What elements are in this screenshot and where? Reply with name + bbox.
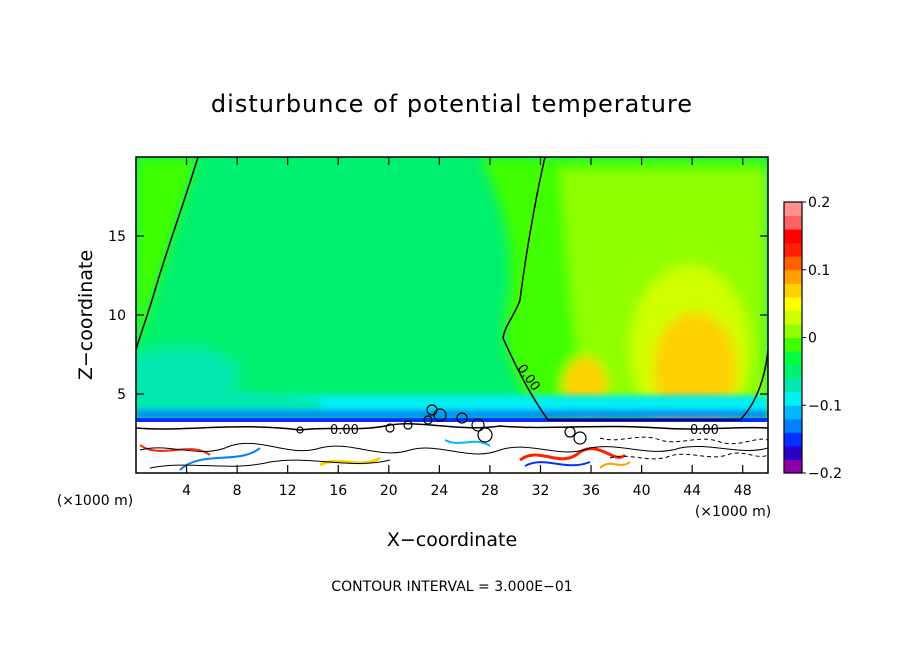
x-tick-label: 8 [233, 483, 242, 499]
colorbar-swatch [784, 229, 802, 244]
contour-label: 0.00 [330, 423, 359, 438]
colorbar-swatch [784, 310, 802, 325]
convective-cell [573, 431, 587, 445]
colorbar-swatch [784, 202, 802, 217]
colorbar-tick-label: 0.1 [808, 263, 830, 279]
noise-patch [519, 447, 627, 462]
cold-band [136, 410, 768, 418]
colorbar-swatch [784, 215, 802, 230]
x-unit-label-right: (×1000 m) [695, 504, 771, 520]
colorbar-swatch [784, 405, 802, 420]
plot-area: 0.00 0.00 0.00 [136, 157, 768, 473]
x-tick-label: 32 [532, 483, 550, 499]
colorbar-swatch [784, 445, 802, 460]
x-tick-label: 44 [683, 483, 701, 499]
x-tick-label: 40 [633, 483, 651, 499]
colorbar-swatch [784, 242, 802, 257]
colorbar-swatch [784, 432, 802, 447]
y-tick-label: 15 [108, 229, 126, 245]
zero-contour-right [502, 157, 768, 421]
convective-cell [456, 412, 468, 424]
contour-interval-footer: CONTOUR INTERVAL = 3.000E−01 [331, 579, 572, 595]
colorbar-tick-label: 0 [808, 331, 817, 347]
colorbar-swatch [784, 337, 802, 352]
noise-patch [319, 456, 381, 467]
zero-contour-left [136, 157, 199, 351]
cold-strip [136, 418, 768, 422]
colorbar-swatch [784, 256, 802, 271]
surface-contour [609, 452, 768, 460]
x-tick-label: 28 [481, 483, 499, 499]
noise-patch [444, 439, 491, 447]
x-tick-label: 12 [279, 483, 297, 499]
convective-cell [433, 408, 447, 422]
x-axis-ticks: 4 8 12 16 20 24 28 32 36 40 44 48 [182, 157, 752, 499]
y-tick-label: 10 [108, 308, 126, 324]
colorbar-tick-label: −0.2 [808, 466, 842, 482]
contour-label: 0.00 [690, 423, 719, 438]
chart-title: disturbunce of potential temperature [211, 90, 693, 118]
colorbar: 0.2 0.1 0 −0.1 −0.2 [783, 195, 842, 482]
colorbar-swatch [784, 364, 802, 379]
colorbar-swatch [784, 296, 802, 311]
near-surface-layer [136, 380, 768, 418]
convective-cell [564, 426, 576, 438]
convective-cell [471, 418, 485, 432]
colorbar-swatch [784, 459, 802, 474]
colorbar-swatch [784, 323, 802, 338]
convective-cell [423, 415, 433, 425]
surface-contour [136, 422, 768, 431]
colorbar-swatch [784, 283, 802, 298]
x-tick-label: 48 [734, 483, 752, 499]
x-axis-label: X−coordinate [387, 529, 517, 551]
cool-band-left [136, 380, 320, 412]
x-tick-label: 20 [380, 483, 398, 499]
x-tick-label: 36 [582, 483, 600, 499]
colorbar-swatch [784, 351, 802, 366]
y-axis-label: Z−coordinate [75, 250, 97, 380]
x-unit-label-left: (×1000 m) [57, 493, 133, 509]
surface-contour [599, 436, 768, 445]
colorbar-swatch [784, 418, 802, 433]
colorbar-tick-label: 0.2 [808, 195, 830, 211]
convective-cell [477, 427, 493, 443]
colorbar-swatch [784, 391, 802, 406]
surface-blank-region [136, 422, 768, 473]
convective-cell [403, 420, 413, 430]
convective-cell [385, 423, 395, 433]
noise-patch [524, 461, 591, 467]
colorbar-swatch [784, 269, 802, 284]
y-tick-label: 5 [117, 387, 126, 403]
x-tick-label: 24 [430, 483, 448, 499]
y-axis-ticks: 5 10 15 [108, 229, 768, 403]
colorbar-swatch [784, 378, 802, 393]
x-tick-label: 4 [182, 483, 191, 499]
colorbar-tick-label: −0.1 [808, 398, 842, 414]
convective-cell [296, 426, 304, 434]
x-tick-label: 16 [329, 483, 347, 499]
surface-contour [139, 442, 768, 455]
convective-cells [296, 404, 587, 445]
noise-patch [599, 461, 631, 469]
